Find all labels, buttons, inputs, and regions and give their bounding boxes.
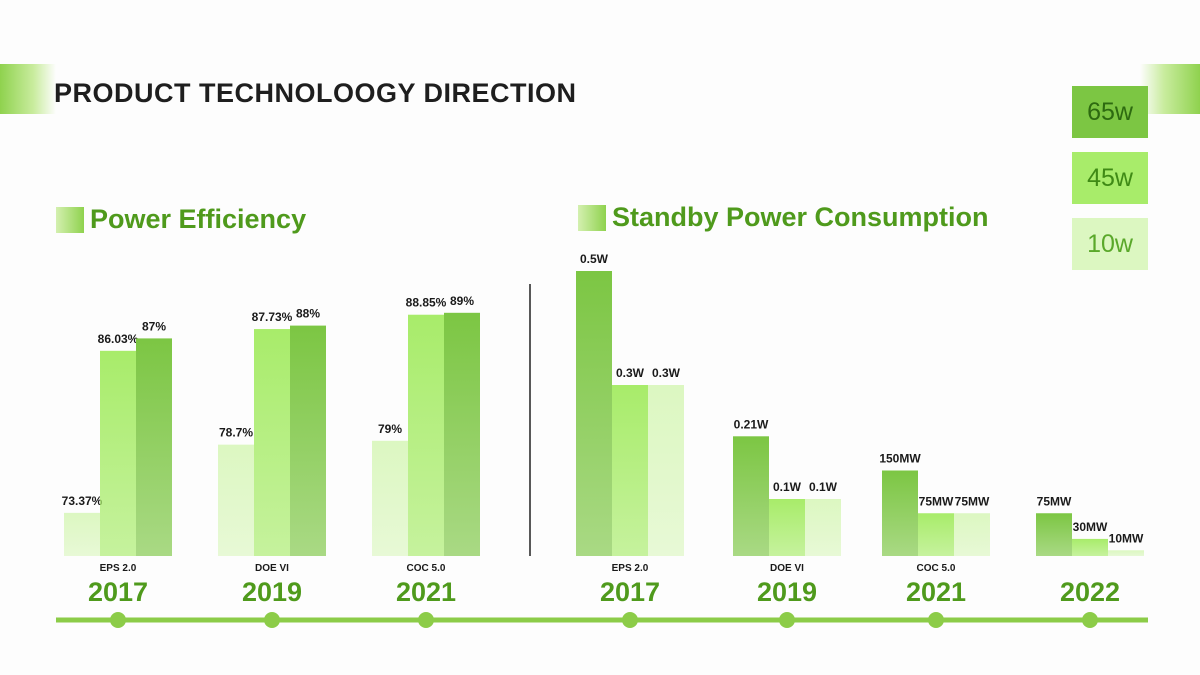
efficiency-value-label: 87% bbox=[142, 319, 166, 333]
standby-value-label: 10MW bbox=[1109, 531, 1144, 545]
standby-bar bbox=[648, 385, 684, 556]
standby-bar bbox=[805, 499, 841, 556]
standby-value-label: 0.1W bbox=[809, 480, 838, 494]
efficiency-bar bbox=[444, 312, 480, 556]
standby-value-label: 0.3W bbox=[652, 366, 681, 380]
efficiency-category-label: EPS 2.0 bbox=[100, 563, 137, 574]
efficiency-value-label: 87.73% bbox=[252, 310, 293, 324]
efficiency-value-label: 78.7% bbox=[219, 426, 253, 440]
efficiency-year-label: 2021 bbox=[396, 577, 456, 607]
efficiency-value-label: 89% bbox=[450, 294, 474, 308]
standby-title-text: Standby Power Consumption bbox=[612, 202, 989, 232]
standby-category-label: DOE VI bbox=[770, 563, 804, 574]
standby-bar bbox=[918, 513, 954, 556]
standby-year-label: 2021 bbox=[906, 577, 966, 607]
efficiency-value-label: 79% bbox=[378, 422, 402, 436]
timeline-dot bbox=[622, 612, 638, 628]
efficiency-bar bbox=[218, 444, 254, 556]
standby-bar bbox=[612, 385, 648, 556]
standby-bar bbox=[576, 271, 612, 556]
efficiency-bar bbox=[100, 350, 136, 556]
legend-item-45w: 45w bbox=[1072, 152, 1148, 204]
standby-value-label: 75MW bbox=[955, 494, 990, 508]
standby-bar bbox=[882, 470, 918, 556]
standby-value-label: 0.5W bbox=[580, 252, 609, 266]
section-marker-icon bbox=[578, 204, 606, 231]
efficiency-value-label: 86.03% bbox=[98, 332, 139, 346]
standby-category-label: EPS 2.0 bbox=[612, 563, 649, 574]
standby-value-label: 0.1W bbox=[773, 480, 802, 494]
legend: 65w 45w 10w bbox=[1072, 86, 1148, 284]
efficiency-section-title: Power Efficiency bbox=[56, 204, 306, 235]
efficiency-bar bbox=[290, 325, 326, 556]
corner-accent-left bbox=[0, 64, 56, 114]
standby-value-label: 75MW bbox=[1037, 494, 1072, 508]
timeline-dot bbox=[264, 612, 280, 628]
standby-value-label: 0.21W bbox=[734, 417, 769, 431]
section-marker-icon bbox=[56, 206, 84, 233]
standby-bar bbox=[954, 513, 990, 556]
standby-value-label: 30MW bbox=[1073, 520, 1108, 534]
standby-year-label: 2022 bbox=[1060, 577, 1120, 607]
timeline-dot bbox=[779, 612, 795, 628]
efficiency-year-label: 2019 bbox=[242, 577, 302, 607]
standby-year-label: 2019 bbox=[757, 577, 817, 607]
efficiency-title-text: Power Efficiency bbox=[90, 204, 307, 234]
standby-value-label: 150MW bbox=[879, 452, 921, 466]
page-title: PRODUCT TECHNOLOOGY DIRECTION bbox=[54, 78, 577, 108]
timeline-dot bbox=[110, 612, 126, 628]
efficiency-bar bbox=[254, 329, 290, 556]
efficiency-bar bbox=[408, 314, 444, 556]
legend-item-10w: 10w bbox=[1072, 218, 1148, 270]
efficiency-category-label: DOE VI bbox=[255, 563, 289, 574]
efficiency-bar bbox=[136, 338, 172, 556]
standby-bar bbox=[1072, 538, 1108, 556]
standby-bar bbox=[1036, 513, 1072, 556]
timeline-dot bbox=[928, 612, 944, 628]
efficiency-year-label: 2017 bbox=[88, 577, 148, 607]
efficiency-bar bbox=[64, 512, 100, 556]
standby-value-label: 0.3W bbox=[616, 366, 645, 380]
legend-item-65w: 65w bbox=[1072, 86, 1148, 138]
efficiency-value-label: 88% bbox=[296, 307, 320, 321]
standby-bar bbox=[733, 436, 769, 556]
efficiency-value-label: 88.85% bbox=[406, 296, 447, 310]
timeline-dot bbox=[418, 612, 434, 628]
standby-bar bbox=[1108, 550, 1144, 556]
standby-bar bbox=[769, 499, 805, 556]
efficiency-bar bbox=[372, 440, 408, 556]
efficiency-value-label: 73.37% bbox=[62, 494, 103, 508]
efficiency-category-label: COC 5.0 bbox=[407, 563, 446, 574]
standby-value-label: 75MW bbox=[919, 494, 954, 508]
standby-category-label: COC 5.0 bbox=[917, 563, 956, 574]
timeline-dot bbox=[1082, 612, 1098, 628]
standby-section-title: Standby Power Consumption bbox=[578, 202, 989, 233]
standby-year-label: 2017 bbox=[600, 577, 660, 607]
corner-accent-right bbox=[1140, 64, 1200, 114]
